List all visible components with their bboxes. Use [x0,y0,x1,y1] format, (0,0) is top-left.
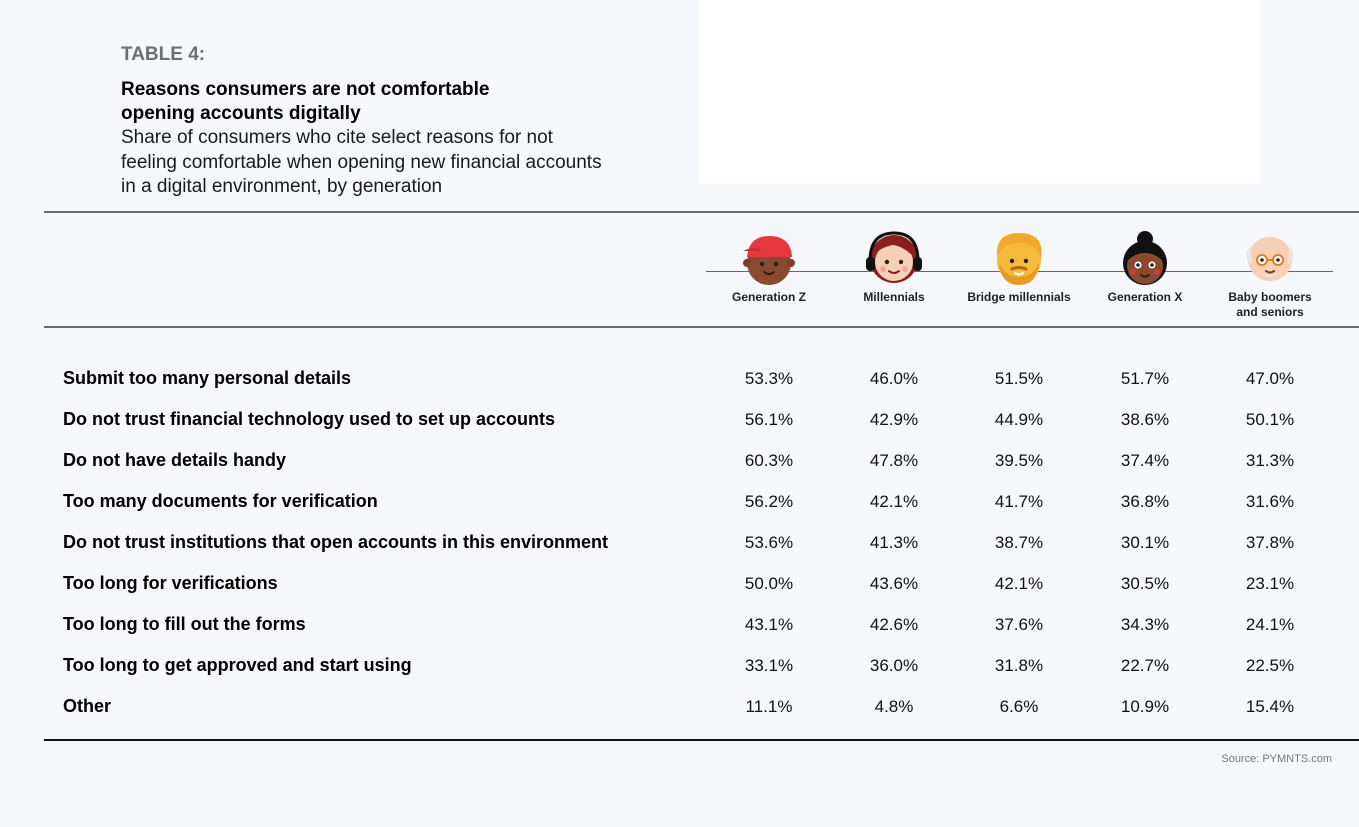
table-label: TABLE 4: [121,44,206,65]
row-label: Too long for verifications [63,573,278,593]
table-subtitle: Share of consumers who cite select reaso… [121,127,602,197]
row-label: Too long to fill out the forms [63,614,306,634]
row-label: Other [63,696,112,716]
table-cell: 42.9% [869,410,919,429]
table-cell: 31.6% [1245,492,1295,511]
table-cell: 53.3% [744,369,794,388]
table-cell: 41.3% [869,533,919,552]
table-cell: 41.7% [994,492,1044,511]
table-cell: 4.8% [874,697,914,716]
table-cell: 30.5% [1120,574,1170,593]
table-cell: 11.1% [745,697,793,716]
table-cell: 43.6% [869,574,919,593]
table-cell: 47.8% [869,451,919,470]
row-label: Do not trust institutions that open acco… [63,532,609,552]
table-cell: 43.1% [744,615,794,634]
table-cell: 10.9% [1120,697,1170,716]
table-cell: 42.6% [869,615,919,634]
millennial-avatar-icon [866,231,922,283]
table-cell: 31.3% [1245,451,1295,470]
table-cell: 6.6% [999,697,1039,716]
row-label: Too many documents for verification [63,491,378,511]
source-note: Source: PYMNTS.com [1221,753,1332,765]
table-cell: 22.7% [1120,656,1170,675]
table-cell: 37.4% [1120,451,1170,470]
table-cell: 51.7% [1120,369,1170,388]
column-header: Millennials [863,290,925,304]
table-cell: 56.2% [744,492,794,511]
table-cell: 38.6% [1120,410,1170,429]
table-cell: 36.0% [869,656,919,675]
table-cell: 23.1% [1245,574,1295,593]
table-cell: 46.0% [869,369,919,388]
bottom-rule [44,739,1359,741]
table-cell: 37.6% [994,615,1044,634]
row-label: Submit too many personal details [63,368,352,388]
table-cell: 42.1% [994,574,1044,593]
table-cell: 51.5% [994,369,1044,388]
table-cell: 39.5% [994,451,1044,470]
table-cell: 44.9% [994,410,1044,429]
table-cell: 50.1% [1245,410,1295,429]
table-cell: 37.8% [1245,533,1295,552]
table-cell: 38.7% [994,533,1044,552]
bridge-millennial-avatar-icon [996,233,1042,285]
table-cell: 15.4% [1245,697,1295,716]
gen-x-avatar-icon [1123,231,1167,285]
gen-z-avatar-icon [743,235,795,285]
row-label: Do not trust financial technology used t… [63,409,556,429]
row-label: Do not have details handy [63,450,287,470]
column-header: Generation Z [731,290,806,304]
column-header: Bridge millennials [967,290,1071,304]
boomer-avatar-icon [1246,237,1294,281]
column-header: Generation X [1107,290,1183,304]
table-title: Reasons consumers are not comfortable op… [121,79,490,124]
table-cell: 36.8% [1120,492,1170,511]
table-cell: 30.1% [1120,533,1170,552]
table-cell: 34.3% [1120,615,1170,634]
table-cell: 50.0% [744,574,794,593]
table-cell: 56.1% [744,410,794,429]
table-cell: 60.3% [744,451,794,470]
table-cell: 42.1% [869,492,919,511]
column-header: Baby boomers and seniors [1228,290,1312,319]
table-cell: 33.1% [744,656,794,675]
table-cell: 53.6% [744,533,794,552]
table-cell: 24.1% [1245,615,1295,634]
blank-panel [699,0,1260,184]
table-cell: 22.5% [1245,656,1295,675]
table-cell: 47.0% [1245,369,1295,388]
row-label: Too long to get approved and start using [63,655,412,675]
table-cell: 31.8% [994,656,1044,675]
top-rule [44,211,1359,213]
header-rule [44,326,1359,328]
